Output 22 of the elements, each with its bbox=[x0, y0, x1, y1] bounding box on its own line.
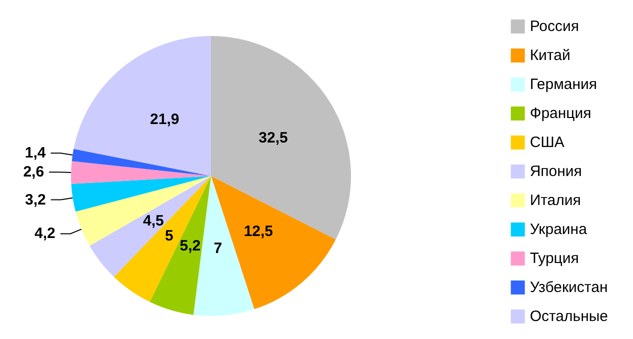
data-label: 5 bbox=[165, 227, 174, 244]
legend-label: Япония bbox=[530, 163, 582, 180]
data-label: 4,2 bbox=[34, 225, 56, 242]
data-label: 3,2 bbox=[25, 191, 46, 208]
legend-label: Украина bbox=[530, 221, 588, 238]
data-label: 21,9 bbox=[150, 111, 180, 128]
data-label: 1,4 bbox=[24, 144, 46, 162]
data-label: 4,5 bbox=[143, 212, 164, 230]
legend-label: Турция bbox=[530, 250, 579, 267]
data-label: 12,5 bbox=[244, 223, 274, 240]
legend-label: Узбекистан bbox=[530, 279, 608, 296]
legend-label: Остальные bbox=[530, 308, 608, 325]
data-label: 2,6 bbox=[23, 164, 44, 181]
data-label: 5,2 bbox=[180, 237, 201, 254]
legend-label: Китай bbox=[530, 47, 570, 64]
legend-label: США bbox=[530, 134, 564, 151]
legend-label: Германия bbox=[530, 76, 598, 93]
data-label: 32,5 bbox=[258, 129, 288, 146]
legend-label: Италия bbox=[530, 192, 581, 209]
legend-label: Франция bbox=[530, 105, 592, 122]
data-label: 7 bbox=[214, 240, 222, 258]
legend-label: Россия bbox=[530, 18, 580, 35]
